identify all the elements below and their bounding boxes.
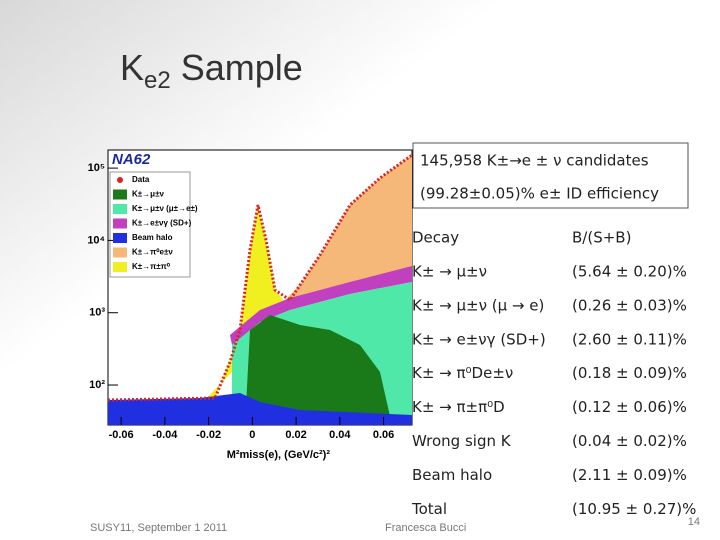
area-ke3 (285, 155, 412, 302)
table-cell: B/(S+B) (572, 229, 631, 247)
table-cell: (0.04 ± 0.02)% (572, 432, 687, 450)
legend-swatch (113, 218, 127, 229)
area-sd (230, 266, 412, 345)
y-tick-label: 10³ (89, 307, 105, 319)
area-kmu2 (245, 315, 392, 425)
page-number: 14 (688, 516, 700, 528)
summary-box (412, 142, 689, 209)
legend-label: Beam halo (132, 233, 173, 242)
table-cell: K± → π±π⁰D (412, 398, 505, 416)
x-tick-label: 0 (249, 429, 255, 441)
title: Ke2 Sample (120, 47, 303, 95)
x-tick-label: -0.04 (152, 429, 178, 441)
legend-label: K±→π⁰e±ν (132, 248, 173, 257)
legend-swatch (113, 189, 127, 200)
table-cell: Beam halo (412, 466, 492, 484)
summary-line: (99.28±0.05)% e± ID efficiency (420, 185, 659, 203)
table-cell: (5.64 ± 0.20)% (572, 263, 687, 281)
table-cell: (0.12 ± 0.06)% (572, 398, 687, 416)
table-cell: (2.60 ± 0.11)% (572, 330, 687, 348)
table-cell: Wrong sign K (412, 432, 512, 450)
title-rest: Sample (181, 47, 303, 88)
title-sub: e2 (144, 67, 171, 94)
x-tick-label: -0.02 (196, 429, 221, 441)
legend-label: Data (132, 175, 150, 184)
table-cell: (2.11 ± 0.09)% (572, 466, 687, 484)
legend-label: K±→π±π⁰ (132, 262, 171, 271)
summary-line: 145,958 K±→e ± ν candidates (420, 152, 649, 170)
y-tick-label: 10⁴ (87, 234, 105, 246)
table-cell: Decay (412, 229, 459, 247)
x-tick-label: 0.02 (285, 429, 306, 441)
plot-label: NA62 (112, 151, 151, 168)
legend-label: K±→μ±ν (132, 190, 164, 199)
x-tick-label: -0.06 (109, 429, 134, 441)
legend-swatch (113, 247, 127, 258)
x-tick-label: 0.04 (329, 429, 351, 441)
area-halo (108, 393, 412, 425)
legend-swatch (113, 233, 127, 243)
table-cell: K± → μ±ν (412, 263, 487, 281)
table-cell: Total (411, 500, 447, 518)
y-tick-label: 10² (89, 379, 105, 391)
data-points (107, 153, 413, 402)
footer-center: Francesca Bucci (385, 522, 466, 534)
legend-label: K±→μ±ν (μ±→e±) (132, 204, 198, 213)
table-cell: K± → π⁰De±ν (412, 364, 513, 382)
legend-swatch (113, 262, 127, 272)
table-cell: K± → e±νγ (SD+) (412, 330, 546, 348)
table-cell: (0.26 ± 0.03)% (572, 296, 687, 314)
x-axis-title: M²miss(e), (GeV/c²)² (227, 449, 331, 461)
footer-left: SUSY11, September 1 2011 (90, 522, 227, 534)
table-cell: (10.95 ± 0.27)% (572, 500, 696, 518)
x-tick-label: 0.06 (373, 429, 394, 441)
title-main: K (120, 47, 144, 88)
legend-label: K±→e±νγ (SD+) (132, 219, 192, 228)
y-tick-label: 10⁵ (88, 162, 105, 174)
legend-swatch (117, 177, 123, 183)
table-cell: (0.18 ± 0.09)% (572, 364, 687, 382)
legend-swatch (113, 204, 127, 214)
table-cell: K± → μ±ν (μ → e) (412, 296, 544, 314)
